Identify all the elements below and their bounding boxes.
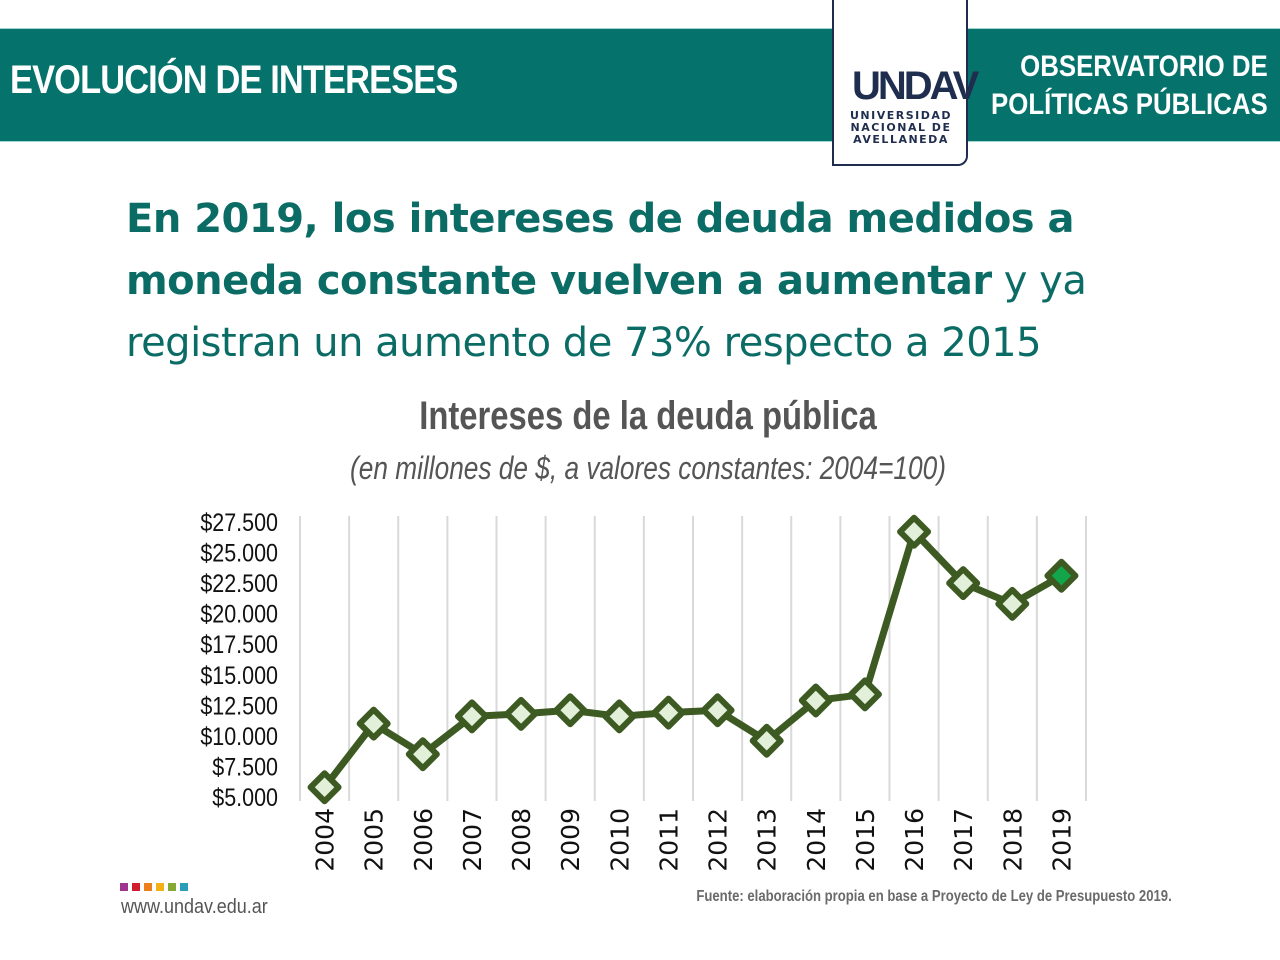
data-point xyxy=(798,683,833,718)
data-point xyxy=(504,696,539,731)
observatory-line-2: POLÍTICAS PÚBLICAS xyxy=(991,88,1268,121)
observatory-line-1: OBSERVATORIO DE xyxy=(1020,50,1268,83)
x-tick-label: 2014 xyxy=(802,808,831,872)
brand-square xyxy=(132,883,140,891)
data-point xyxy=(749,723,784,758)
data-point xyxy=(995,586,1030,621)
logo-line-1: UNIVERSIDAD xyxy=(849,109,953,122)
data-point xyxy=(651,695,686,730)
source-note: Fuente: elaboración propia en base a Pro… xyxy=(696,888,1172,905)
x-tick-label: 2012 xyxy=(704,808,733,872)
brand-square xyxy=(156,883,164,891)
observatory-label: OBSERVATORIO DE POLÍTICAS PÚBLICAS xyxy=(991,48,1268,124)
y-tick-label: $15.000 xyxy=(200,661,278,689)
x-tick-label: 2017 xyxy=(949,808,978,872)
headline: En 2019, los intereses de deuda medidos … xyxy=(126,188,1206,374)
y-tick-label: $10.000 xyxy=(200,722,278,750)
chart-subtitle: (en millones de $, a valores constantes:… xyxy=(350,450,946,486)
logo-line-3: AVELLANEDA xyxy=(853,133,949,146)
x-tick-label: 2018 xyxy=(998,808,1027,872)
brand-square xyxy=(168,883,176,891)
y-tick-label: $22.500 xyxy=(200,570,278,598)
x-tick-label: 2013 xyxy=(753,808,782,872)
data-point xyxy=(307,770,342,805)
undav-logo: UNDAV UNIVERSIDAD NACIONAL DE AVELLANEDA xyxy=(832,0,979,166)
x-tick-label: 2008 xyxy=(507,808,536,872)
y-tick-label: $27.500 xyxy=(200,508,278,536)
data-point xyxy=(356,706,391,741)
highlight-data-point xyxy=(1044,558,1079,593)
brand-square xyxy=(120,883,128,891)
brand-square xyxy=(144,883,152,891)
website-url: www.undav.edu.ar xyxy=(121,896,268,918)
y-tick-label: $17.500 xyxy=(200,631,278,659)
chart-title: Intereses de la deuda pública xyxy=(419,394,877,438)
banner-title: EVOLUCIÓN DE INTERESES xyxy=(10,58,458,102)
data-point xyxy=(602,699,637,734)
x-tick-label: 2007 xyxy=(458,808,487,872)
x-tick-label: 2006 xyxy=(409,808,438,872)
header-banner xyxy=(0,28,1280,142)
data-point xyxy=(897,514,932,549)
x-tick-label: 2009 xyxy=(556,808,585,872)
brand-color-squares xyxy=(120,883,188,891)
x-tick-label: 2010 xyxy=(605,808,634,872)
series-line xyxy=(321,528,1064,790)
data-point xyxy=(700,693,735,728)
data-point xyxy=(946,566,981,601)
brand-square xyxy=(180,883,188,891)
y-tick-label: $25.000 xyxy=(200,539,278,567)
y-tick-label: $12.500 xyxy=(200,692,278,720)
logo-mark: UNDAV xyxy=(852,64,979,108)
x-tick-label: 2004 xyxy=(311,808,340,872)
x-tick-label: 2015 xyxy=(851,808,880,872)
y-tick-label: $5.000 xyxy=(212,783,278,811)
data-point xyxy=(847,677,882,712)
data-point xyxy=(553,693,588,728)
data-point xyxy=(454,699,489,734)
y-tick-label: $20.000 xyxy=(200,600,278,628)
x-tick-label: 2016 xyxy=(900,808,929,872)
data-point xyxy=(405,737,440,772)
y-tick-label: $7.500 xyxy=(212,753,278,781)
headline-bold: En 2019, los intereses de deuda medidos … xyxy=(126,196,1075,304)
logo-line-2: NACIONAL DE xyxy=(850,121,952,134)
x-tick-label: 2011 xyxy=(654,808,683,872)
headline-light: y ya registran un aumento de 73% respect… xyxy=(126,258,1087,366)
x-tick-label: 2005 xyxy=(360,808,389,872)
logo-text: UNIVERSIDAD NACIONAL DE AVELLANEDA xyxy=(848,110,954,146)
x-tick-label: 2019 xyxy=(1047,808,1076,872)
